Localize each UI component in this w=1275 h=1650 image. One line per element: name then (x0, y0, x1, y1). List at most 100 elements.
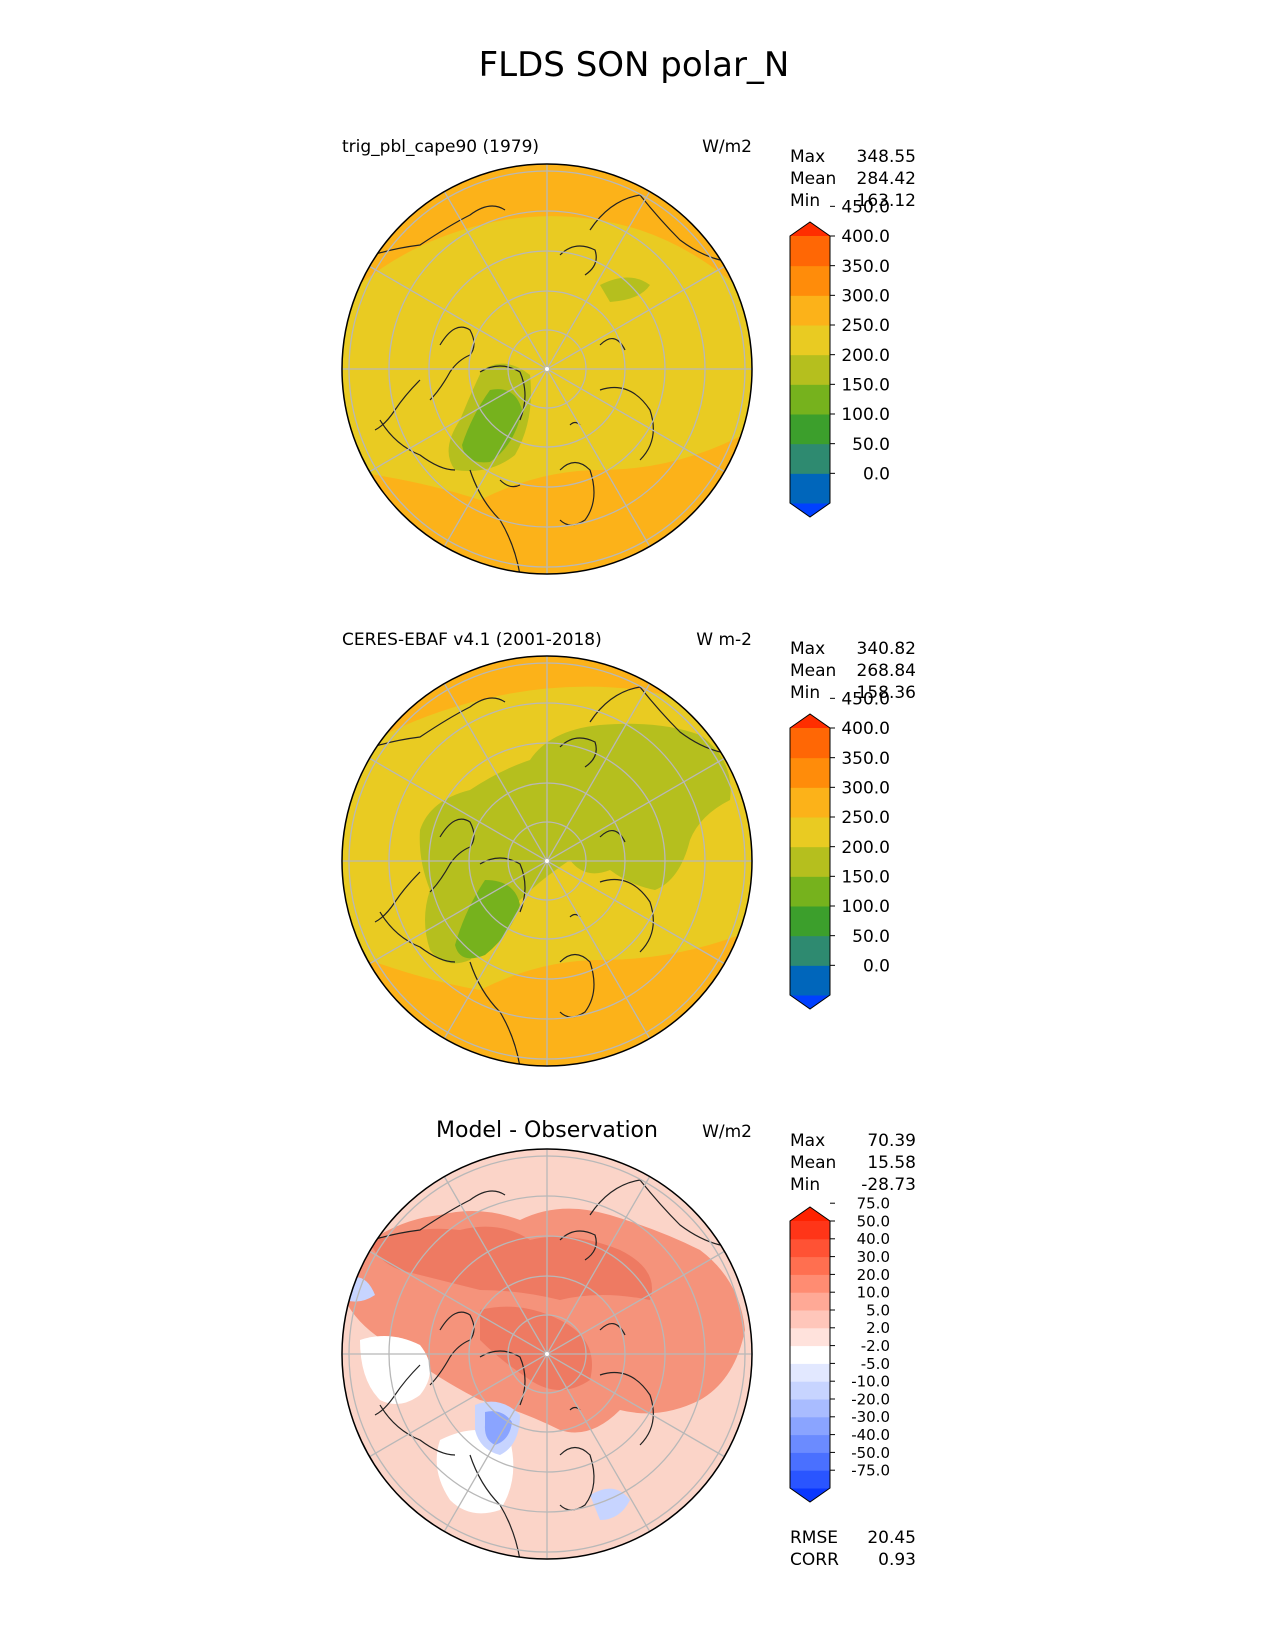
map-border (341, 163, 753, 575)
colorbar-tick-label: 0.0 (863, 464, 890, 484)
colorbar-bin (790, 1434, 830, 1453)
stat-value: 15.58 (867, 1153, 916, 1173)
colorbar-bin (790, 414, 830, 445)
colorbar-tick-label: -75.0 (851, 1462, 890, 1480)
stats-block: Max 70.39 Mean 15.58 Min -28.73 (790, 1131, 916, 1195)
colorbar-tick-label: 20.0 (857, 1266, 890, 1284)
colorbar-bin (790, 295, 830, 326)
colorbar-tick-label: 400.0 (841, 227, 890, 247)
rmse-value: 20.45 (867, 1528, 916, 1548)
stat-value: 284.42 (857, 169, 916, 189)
colorbar-bin (790, 965, 830, 996)
colorbar-bin (790, 325, 830, 356)
colorbar-bin (790, 1274, 830, 1293)
colorbar-tick-label: 300.0 (841, 286, 890, 306)
stat-label: Min (790, 1175, 820, 1195)
colorbar-tick-label: 150.0 (841, 375, 890, 395)
colorbar-tick-label: 350.0 (841, 257, 890, 277)
colorbar-tick-label: 50.0 (857, 1212, 890, 1230)
stat-label: Mean (790, 169, 836, 189)
colorbar-bin (790, 1399, 830, 1418)
panel-observation: CERES-EBAF v4.1 (2001-2018) W m-2 (341, 630, 916, 1067)
figure-title: FLDS SON polar_N (479, 45, 790, 85)
colorbar-bin (790, 1363, 830, 1382)
colorbar-tick-label: 2.0 (866, 1319, 890, 1337)
colorbar-bin (790, 236, 830, 267)
colorbar-bin (790, 1292, 830, 1311)
stat-value: 340.82 (857, 639, 916, 659)
colorbar-bin (790, 473, 830, 504)
colorbar-tick-label: -40.0 (851, 1426, 890, 1444)
stat-label: Mean (790, 661, 836, 681)
colorbar-tick-label: 400.0 (841, 719, 890, 739)
panel-units: W m-2 (696, 630, 752, 650)
colorbar-tick-label: 100.0 (841, 405, 890, 425)
stat-label: Min (790, 683, 820, 703)
colorbar-tick-label: 50.0 (852, 435, 890, 455)
colorbar: 75.050.040.030.020.010.05.02.0-2.0-5.0-1… (789, 1195, 890, 1503)
colorbar-tick-label: 150.0 (841, 867, 890, 887)
colorbar-tick-label: -5.0 (861, 1355, 890, 1373)
strong-positive-region (370, 1226, 652, 1300)
panel-center-title: Model - Observation (436, 1118, 658, 1143)
warm-outer-band (342, 164, 752, 300)
colorbar-bin (790, 1345, 830, 1364)
pole-marker (545, 1352, 549, 1356)
colorbar-bin (790, 1470, 830, 1489)
colorbar-bin (790, 1310, 830, 1329)
panel-units: W/m2 (702, 137, 752, 157)
panel-left-title: trig_pbl_cape90 (1979) (342, 137, 539, 157)
stat-value: 70.39 (867, 1131, 916, 1151)
colorbar-bin (790, 846, 830, 877)
colorbar-bin (790, 1221, 830, 1240)
colorbar-tick-label: 450.0 (841, 197, 890, 217)
colorbar-tick-label: 200.0 (841, 838, 890, 858)
colorbar-bin (790, 817, 830, 848)
stat-value: 268.84 (857, 661, 916, 681)
colorbar-extend-low (790, 1488, 830, 1502)
footer-stats: RMSE 20.45 CORR 0.93 (790, 1528, 916, 1570)
colorbar-tick-label: 10.0 (857, 1284, 890, 1302)
panel-difference: Model - Observation W/m2 (341, 1118, 916, 1570)
colorbar-tick-label: 250.0 (841, 316, 890, 336)
stat-label: Mean (790, 1153, 836, 1173)
colorbar-tick-label: -30.0 (851, 1408, 890, 1426)
stat-label: Min (790, 191, 820, 211)
panel-model: trig_pbl_cape90 (1979) W/m2 (341, 137, 916, 575)
colorbar: 450.0 400.0 350.0 300.0 250.0 200.0 150.0 100.0… (789, 689, 890, 1010)
pole-marker (545, 367, 549, 371)
map-border (341, 655, 753, 1067)
colorbar-bin (790, 354, 830, 385)
stats-block: Max 348.55 Mean 284.42 Min 163.12 (790, 147, 916, 211)
negative-bias-east (590, 1488, 630, 1520)
colorbar: 450.0 400.0 350.0 300.0 250.0 200.0 150.0 100.0… (789, 197, 890, 518)
colorbar-bin (790, 1256, 830, 1275)
stat-value: 158.36 (857, 683, 916, 703)
siberia-patch (600, 277, 650, 302)
colorbar-bin (790, 265, 830, 296)
colorbar-tick-label: -20.0 (851, 1390, 890, 1408)
corr-value: 0.93 (878, 1550, 916, 1570)
colorbar-tick-label: 40.0 (857, 1230, 890, 1248)
colorbar-bin (790, 443, 830, 474)
panel-units: W/m2 (702, 1122, 752, 1142)
coastlines (344, 1179, 721, 1559)
panel-left-title: CERES-EBAF v4.1 (2001-2018) (342, 630, 602, 650)
colorbar-tick-label: -50.0 (851, 1444, 890, 1462)
colorbar-bin (790, 935, 830, 966)
colorbar-tick-label: 50.0 (852, 927, 890, 947)
stat-label: Max (790, 639, 825, 659)
corr-label: CORR (790, 1550, 839, 1570)
stat-value: 163.12 (857, 191, 916, 211)
colorbar-tick-label: 450.0 (841, 689, 890, 709)
colorbar-bin (790, 1327, 830, 1347)
greenland-lowest (462, 389, 522, 463)
colorbar-outline (789, 713, 831, 1010)
colorbar-bin (790, 787, 830, 818)
colorbar-extend-high (790, 1207, 830, 1221)
colorbar-extend-low (790, 503, 830, 517)
colorbar-bin (790, 728, 830, 759)
colorbar-tick-label: 0.0 (863, 956, 890, 976)
colorbar-bin (790, 876, 830, 907)
map-border (341, 1148, 753, 1560)
